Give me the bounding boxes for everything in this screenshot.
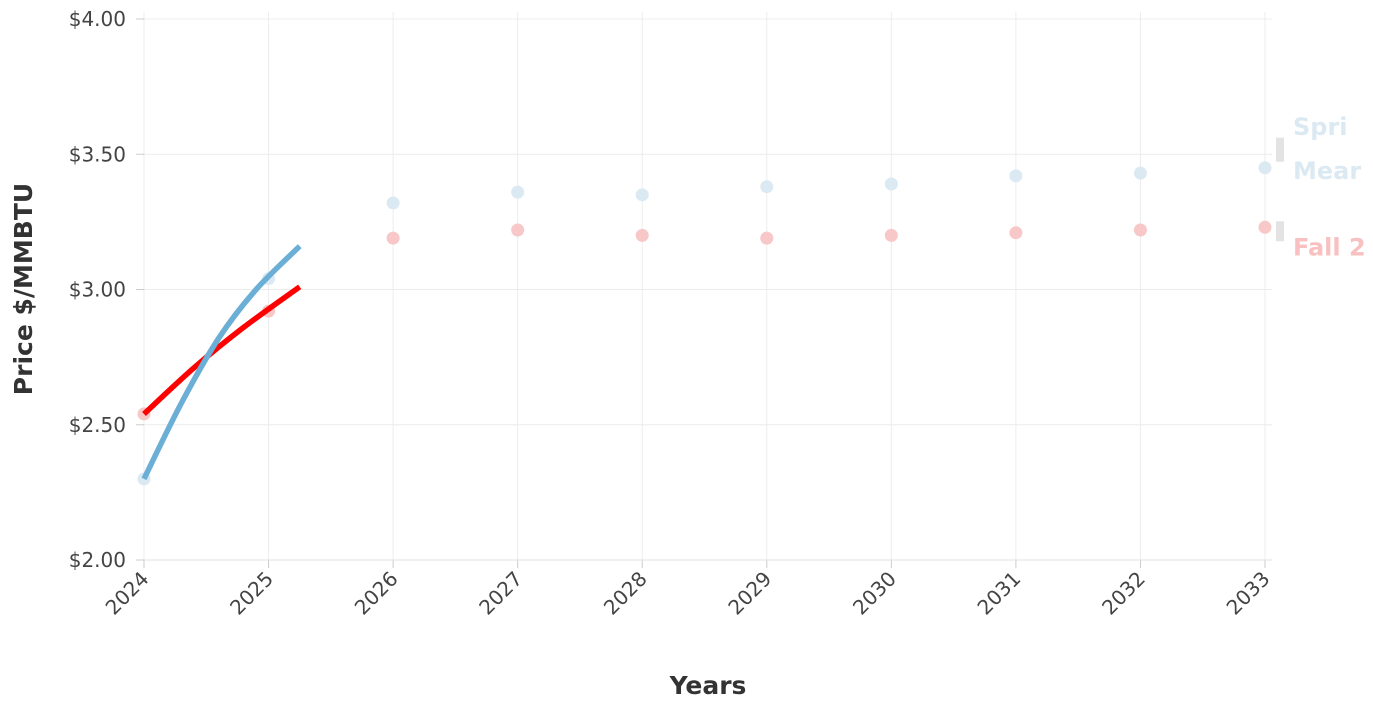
- x-tick-label: 2027: [474, 567, 527, 620]
- data-point: [386, 196, 400, 210]
- grid: [143, 12, 1272, 561]
- x-tick-label: 2028: [599, 567, 652, 620]
- x-tick-label: 2029: [723, 567, 776, 620]
- x-axis-title: Years: [669, 671, 747, 700]
- axes: $2.00 $2.50 $3.00 $3.50 $4.00 2024 2025 2026 202…: [69, 7, 1275, 620]
- data-point: [1009, 169, 1023, 183]
- data-points: [137, 161, 1272, 486]
- data-point: [1133, 223, 1147, 237]
- data-point: [760, 231, 774, 245]
- data-point: [635, 188, 649, 202]
- data-point: [1258, 220, 1272, 234]
- data-point: [386, 231, 400, 245]
- x-tick-label: 2025: [225, 567, 278, 620]
- series-label: Mear: [1293, 157, 1361, 185]
- series-line: [141, 244, 302, 481]
- x-tick-label: 2032: [1097, 567, 1150, 620]
- x-tick-label: 2026: [350, 567, 403, 620]
- series-line: [142, 284, 302, 416]
- data-point: [1133, 166, 1147, 180]
- x-tick-label: 2033: [1222, 567, 1275, 620]
- data-point: [511, 185, 525, 199]
- data-point: [511, 223, 525, 237]
- data-point: [1009, 226, 1023, 240]
- data-point: [884, 177, 898, 191]
- label-connector: [1276, 221, 1284, 242]
- data-point: [760, 180, 774, 194]
- x-tick-label: 2024: [101, 567, 154, 620]
- y-tick-label: $2.00: [69, 548, 126, 572]
- series-label: Fall 2: [1293, 233, 1366, 261]
- label-connector: [1276, 137, 1284, 162]
- y-tick-label: $3.50: [69, 142, 126, 166]
- y-axis-title: Price $/MMBTU: [9, 183, 38, 395]
- series-labels: Spri Mear Fall 2: [1276, 113, 1366, 261]
- y-tick-label: $4.00: [69, 7, 126, 31]
- data-point: [884, 228, 898, 242]
- x-tick-label: 2030: [848, 567, 901, 620]
- x-tick-label: 2031: [972, 567, 1025, 620]
- y-tick-label: $2.50: [69, 413, 126, 437]
- data-point: [635, 228, 649, 242]
- data-lines: [141, 244, 302, 481]
- series-label: Spri: [1293, 113, 1348, 141]
- data-point: [1258, 161, 1272, 175]
- y-tick-label: $3.00: [69, 278, 126, 302]
